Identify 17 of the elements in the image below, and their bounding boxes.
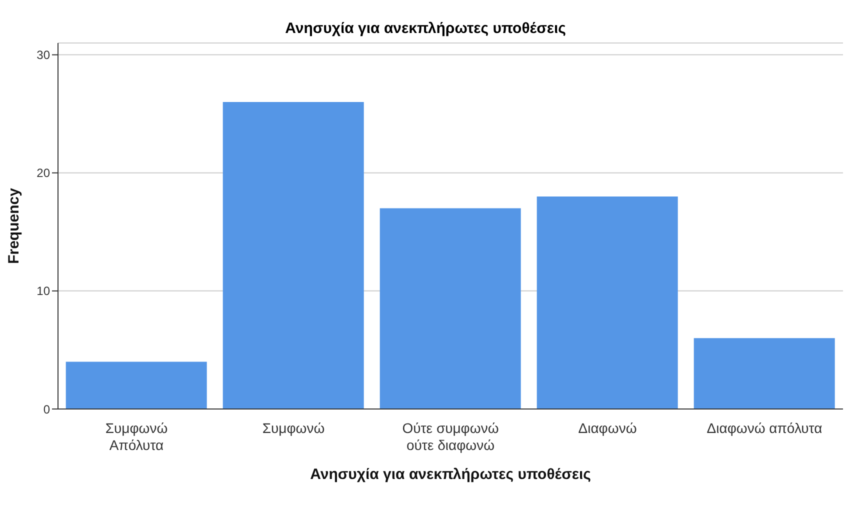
x-tick-label: Συμφωνώ Απόλυτα bbox=[105, 420, 168, 453]
y-tick-label: 30 bbox=[36, 48, 50, 62]
bar bbox=[380, 208, 521, 409]
x-tick-label: Διαφωνώ bbox=[578, 420, 637, 436]
x-tick-label: Συμφωνώ bbox=[262, 420, 325, 436]
y-tick-label: 10 bbox=[36, 284, 50, 298]
bar bbox=[536, 196, 678, 409]
x-axis-title: Ανησυχία για ανεκπλήρωτες υποθέσεις bbox=[310, 466, 592, 483]
x-tick-label: Ούτε συμφωνώ ούτε διαφωνώ bbox=[402, 420, 499, 453]
bar bbox=[222, 102, 364, 409]
x-tick-label: Διαφωνώ απόλυτα bbox=[706, 420, 822, 436]
y-tick-label: 20 bbox=[36, 166, 50, 180]
bar bbox=[694, 338, 835, 409]
bar bbox=[66, 362, 207, 409]
y-tick-label: 0 bbox=[43, 402, 50, 416]
y-axis-title: Frequency bbox=[5, 187, 22, 264]
chart-title: Ανησυχία για ανεκπλήρωτες υποθέσεις bbox=[284, 20, 567, 37]
